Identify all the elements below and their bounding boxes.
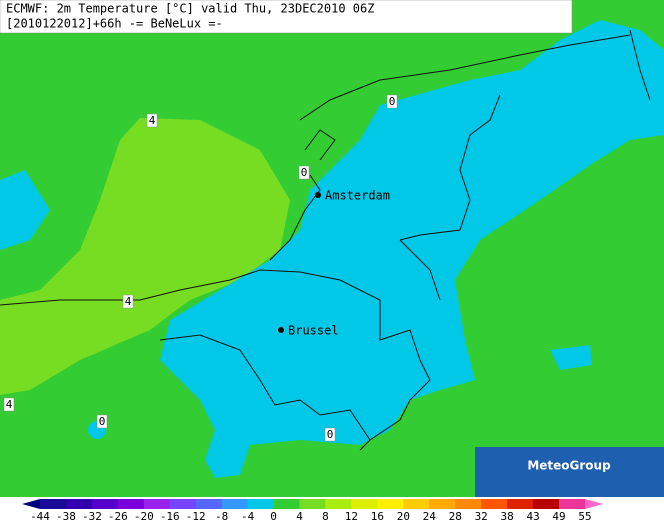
colorbar-label: 24	[423, 510, 437, 523]
colorbar-label: 20	[397, 510, 410, 523]
header-box	[0, 0, 573, 34]
city-label: Amsterdam	[325, 189, 390, 203]
colorbar-label: 55	[578, 510, 591, 523]
colorbar-segment	[533, 499, 560, 509]
colorbar-arrow	[22, 499, 40, 509]
colorbar-label: 4	[296, 510, 303, 523]
colorbar-label: -38	[56, 510, 76, 523]
colorbar-segment	[429, 499, 456, 509]
logo-box	[475, 447, 664, 497]
colorbar-arrow	[585, 499, 603, 509]
colorbar: -44 -38 -32 -26 -20 -16 -12 -8 -4 0 4 8 12 16 20 24 28 32…	[22, 499, 603, 523]
city-label: Brussel	[288, 324, 339, 338]
contour-label: 4	[125, 295, 132, 308]
colorbar-segment	[455, 499, 482, 509]
colorbar-segment	[403, 499, 430, 509]
contour-label: 4	[6, 398, 13, 411]
colorbar-segment	[351, 499, 378, 509]
colorbar-label: -44	[30, 510, 50, 523]
header-line: ECMWF: 2m Temperature [°C] valid Thu, 23…	[6, 2, 374, 16]
cold-area	[0, 170, 50, 250]
colorbar-segment	[195, 499, 223, 509]
colorbar-segment	[559, 499, 586, 509]
contour-label-box	[298, 165, 310, 180]
colorbar-segment	[247, 499, 275, 509]
colorbar-segment	[169, 499, 197, 509]
colorbar-label: 0	[270, 510, 277, 523]
colorbar-segment	[221, 499, 249, 509]
contour-label: 0	[301, 166, 308, 179]
colorbar-label: -16	[160, 510, 180, 523]
colorbar-segment	[40, 499, 67, 509]
contour-label: 0	[99, 415, 106, 428]
colorbar-segment	[507, 499, 534, 509]
colorbar-segment	[273, 499, 301, 509]
contour-label-box	[386, 94, 398, 109]
colorbar-segment	[377, 499, 404, 509]
borders	[0, 29, 651, 451]
logo: MeteoGroup	[527, 459, 611, 473]
contour-label: 4	[149, 114, 156, 127]
colorbar-label: -26	[108, 510, 128, 523]
colorbar-label: 49	[552, 510, 565, 523]
city-dot	[315, 192, 321, 198]
colorbar-segment	[143, 499, 171, 509]
header-line: [2010122012]+66h -= BeNeLux =-	[6, 17, 223, 31]
colorbar-segment	[325, 499, 352, 509]
contour-label-box	[96, 414, 108, 429]
colorbar-segment	[91, 499, 119, 509]
cold-area	[550, 345, 592, 370]
colorbar-label: -8	[215, 510, 228, 523]
colorbar-label: 28	[449, 510, 462, 523]
contour-label-box	[122, 294, 134, 309]
colorbar-segment	[481, 499, 508, 509]
contour-label-box	[3, 397, 15, 412]
colorbar-segment	[299, 499, 326, 509]
colorbar-label: 38	[501, 510, 514, 523]
city-dot	[278, 327, 284, 333]
colorbar-label: 43	[526, 510, 539, 523]
contour-label: 0	[389, 95, 396, 108]
colorbar-segment	[117, 499, 145, 509]
colorbar-label: 32	[475, 510, 488, 523]
colorbar-label: -20	[134, 510, 154, 523]
colorbar-label: -32	[82, 510, 102, 523]
colorbar-label: 8	[322, 510, 329, 523]
contour-label-box	[324, 427, 336, 442]
contour-labels: 4 4 4 0 0 0 0	[3, 94, 398, 442]
colorbar-segment	[65, 499, 93, 509]
colorbar-label: -4	[241, 510, 255, 523]
colorbar-label: 12	[345, 510, 358, 523]
contour-label-box	[146, 113, 158, 128]
colorbar-label: 16	[371, 510, 384, 523]
colorbar-label: -12	[186, 510, 206, 523]
cold-area	[160, 20, 664, 478]
mild-area	[0, 118, 290, 395]
contour-label: 0	[327, 428, 334, 441]
